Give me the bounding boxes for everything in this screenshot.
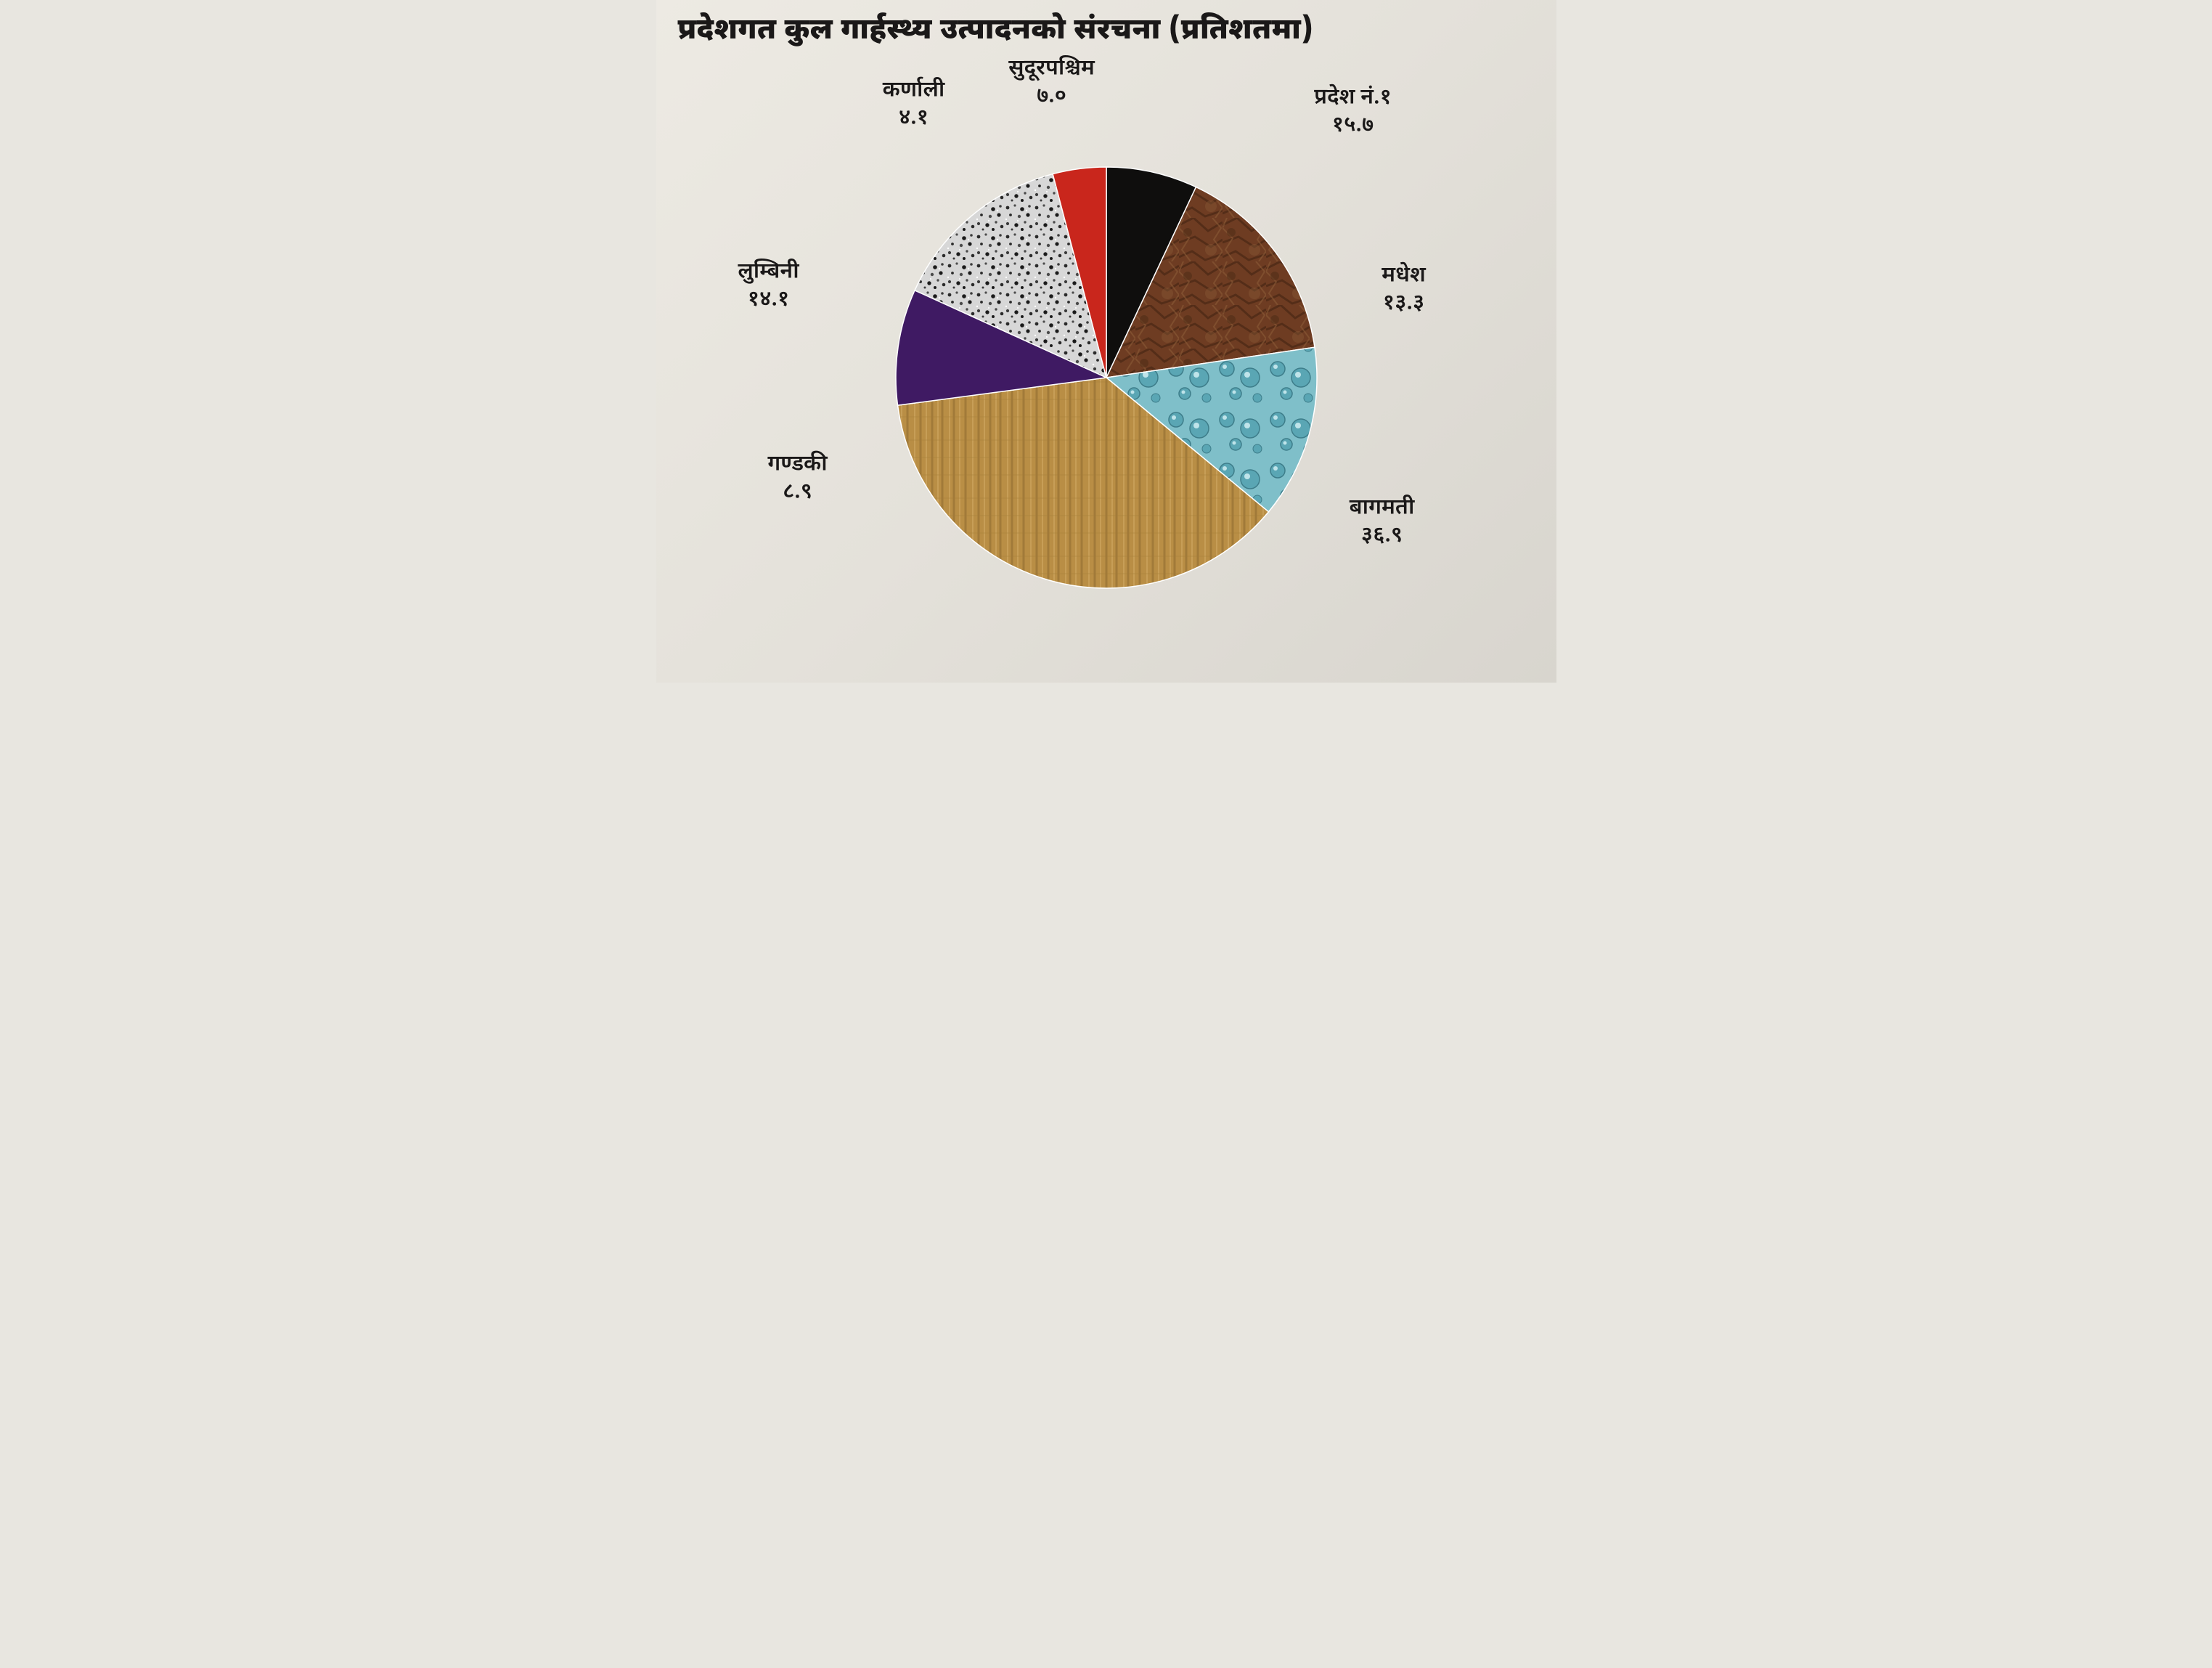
slice-value: ४.१ bbox=[883, 105, 945, 133]
slice-label-sudurpashchim: सुदूरपश्चिम७.० bbox=[1008, 57, 1095, 111]
slice-value: १५.७ bbox=[1314, 113, 1392, 140]
pie-chart bbox=[656, 0, 1556, 683]
slice-value: ३६.९ bbox=[1350, 523, 1415, 550]
slice-label-karnali: कर्णाली४.१ bbox=[883, 78, 945, 133]
slice-value: ७.० bbox=[1008, 84, 1095, 111]
slice-name: बागमती bbox=[1350, 496, 1415, 524]
slice-value: १४.१ bbox=[738, 287, 799, 314]
chart-container: प्रदेशगत कुल गार्हस्थ्य उत्पादनको संरचना… bbox=[656, 0, 1556, 683]
slice-label-lumbini: लुम्बिनी१४.१ bbox=[738, 260, 799, 314]
slice-name: सुदूरपश्चिम bbox=[1008, 57, 1095, 84]
slice-label-gandaki: गण्डकी८.९ bbox=[767, 452, 827, 507]
slice-name: मधेश bbox=[1382, 264, 1426, 291]
slice-name: लुम्बिनी bbox=[738, 260, 799, 288]
slice-value: १३.३ bbox=[1382, 290, 1426, 318]
slice-label-bagmati: बागमती३६.९ bbox=[1350, 496, 1415, 550]
slice-label-province1: प्रदेश नं.११५.७ bbox=[1314, 86, 1392, 140]
slice-value: ८.९ bbox=[767, 479, 827, 507]
chart-title: प्रदेशगत कुल गार्हस्थ्य उत्पादनको संरचना… bbox=[678, 13, 1314, 51]
slice-name: प्रदेश नं.१ bbox=[1314, 86, 1392, 113]
slice-name: कर्णाली bbox=[883, 78, 945, 106]
slice-name: गण्डकी bbox=[767, 452, 827, 480]
slice-label-madhesh: मधेश१३.३ bbox=[1382, 264, 1426, 318]
